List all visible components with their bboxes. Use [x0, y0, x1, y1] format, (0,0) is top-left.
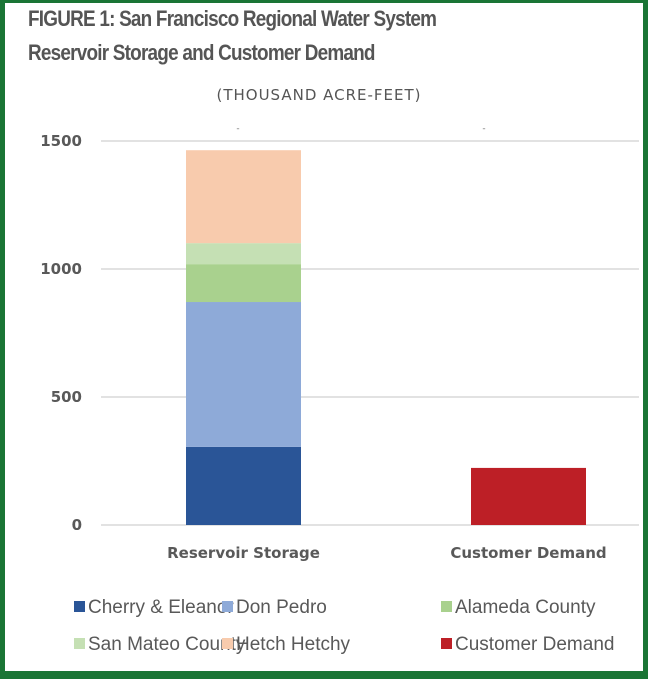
x-category-label: Reservoir Storage — [167, 544, 320, 562]
chart-title: FIGURE 1: San Francisco Regional Water S… — [28, 6, 437, 31]
legend-label: Don Pedro — [236, 597, 327, 618]
bar-segment — [186, 302, 301, 447]
y-tick-label: 1000 — [40, 260, 82, 278]
figure-panel — [5, 3, 643, 671]
y-tick-label: 500 — [51, 388, 82, 406]
legend-label: San Mateo County — [88, 634, 246, 655]
x-category-label: Customer Demand — [450, 544, 606, 562]
data-label: - — [236, 124, 239, 134]
data-label: - — [482, 124, 485, 134]
bar-segment — [471, 467, 586, 525]
legend-label: Hetch Hetchy — [236, 634, 351, 655]
y-tick-label: 1500 — [40, 132, 82, 150]
legend-swatch — [441, 638, 452, 649]
bar-segment — [186, 243, 301, 265]
y-tick-label: 0 — [72, 516, 82, 534]
chart-subtitle: (THOUSAND ACRE-FEET) — [216, 86, 422, 104]
bar-segment — [186, 446, 301, 525]
legend-item: Customer Demand — [441, 634, 614, 656]
legend-label: Alameda County — [455, 597, 596, 618]
legend-item: Cherry & Eleanor — [74, 597, 234, 619]
legend-item: Alameda County — [441, 597, 595, 619]
legend-swatch — [74, 638, 85, 649]
legend-swatch — [222, 638, 233, 649]
chart-title-line2: Reservoir Storage and Customer Demand — [28, 40, 375, 65]
legend-swatch — [222, 601, 233, 612]
legend-swatch — [441, 601, 452, 612]
legend-item: Don Pedro — [222, 597, 327, 619]
legend-item: Hetch Hetchy — [222, 634, 350, 656]
legend-item: San Mateo County — [74, 634, 245, 656]
legend-label: Customer Demand — [455, 634, 615, 655]
bar-segment — [186, 150, 301, 244]
legend-label: Cherry & Eleanor — [88, 597, 234, 618]
bar-segment — [186, 264, 301, 303]
legend-swatch — [74, 601, 85, 612]
